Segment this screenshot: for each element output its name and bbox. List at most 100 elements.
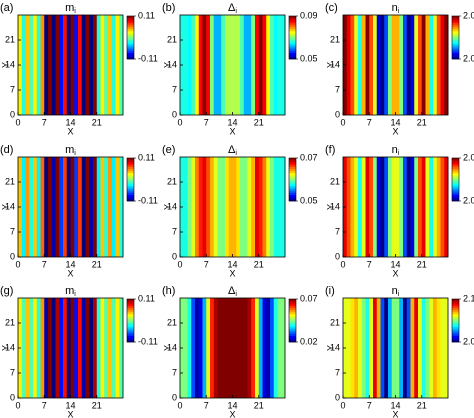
- colorbar-band: [452, 26, 459, 30]
- title-main: Δ: [228, 144, 236, 156]
- colorbar-band: [127, 16, 134, 19]
- y-tick-label: 0: [10, 251, 15, 261]
- y-tick-label: 0: [10, 109, 15, 119]
- colorbar-band: [452, 337, 459, 341]
- colorbar-band: [289, 162, 296, 165]
- heat-cell: [44, 298, 49, 398]
- heat-cell: [262, 15, 267, 115]
- heat-cell: [55, 15, 60, 115]
- colorbar-band: [289, 31, 296, 34]
- heat-cell: [247, 298, 252, 398]
- colorbar-band: [127, 320, 134, 323]
- x-tick-label: 0: [177, 400, 182, 410]
- x-tick-label: 7: [204, 400, 209, 410]
- colorbar-tick-label: 0.07: [300, 293, 318, 303]
- heat-cell: [221, 298, 226, 398]
- heat-cell: [440, 298, 445, 398]
- heat-cell: [210, 15, 215, 115]
- colorbar-band: [127, 48, 134, 51]
- heat-cell: [406, 15, 411, 115]
- colorbar-band: [289, 185, 296, 189]
- colorbar-frame: [126, 15, 135, 60]
- y-tick-label: 21: [167, 34, 177, 44]
- x-tick-label: 14: [390, 117, 400, 127]
- heat-cell: [40, 15, 45, 115]
- x-tick-label: 14: [65, 117, 75, 127]
- y-axis-label: Y: [0, 345, 10, 351]
- colorbar-band: [452, 329, 459, 332]
- y-tick-label: 14: [330, 201, 340, 211]
- colorbar-band: [127, 309, 134, 313]
- colorbar-band: [127, 35, 134, 38]
- x-axis-label: X: [67, 409, 73, 418]
- colorbar-tick-label: 2.10: [463, 293, 474, 303]
- colorbar-band: [127, 170, 134, 174]
- heat-cell: [108, 15, 113, 115]
- heat-cell: [191, 15, 196, 115]
- heat-cell: [373, 15, 378, 115]
- heat-cell: [96, 15, 101, 115]
- colorbar-band: [289, 177, 296, 180]
- colorbar-band: [452, 190, 459, 193]
- heat-cell: [258, 157, 263, 257]
- heat-cell: [236, 15, 241, 115]
- heat-cell: [44, 157, 49, 257]
- colorbar-band: [289, 170, 296, 174]
- heat-cell: [29, 157, 34, 257]
- panel-label: (b): [162, 2, 175, 14]
- heat-cell: [414, 157, 419, 257]
- heat-cell: [395, 157, 400, 257]
- colorbar-band: [452, 22, 459, 25]
- colorbar-frame: [288, 157, 297, 202]
- heat-cell: [376, 298, 381, 398]
- y-tick-label: 7: [10, 226, 15, 236]
- colorbar-band: [289, 339, 296, 343]
- heat-cell: [384, 157, 389, 257]
- colorbar-band: [127, 194, 134, 197]
- heat-cell: [40, 157, 45, 257]
- colorbar-band: [452, 56, 459, 60]
- x-tick-label: 7: [42, 400, 47, 410]
- x-tick-label: 21: [254, 259, 264, 269]
- colorbar-band: [289, 198, 296, 202]
- heat-cell: [266, 298, 271, 398]
- colorbar-band: [289, 35, 296, 38]
- colorbar-band: [127, 166, 134, 170]
- panel: 0 7 14 21 0 7 14 21 X Y (c) ni 2.04 2.09: [325, 2, 474, 136]
- heat-cell: [29, 15, 34, 115]
- x-tick-label: 21: [417, 400, 427, 410]
- colorbar-band: [289, 160, 296, 163]
- y-tick-label: 0: [10, 392, 15, 402]
- heat-cell: [225, 298, 230, 398]
- title-main: n: [392, 2, 398, 14]
- colorbar-band: [452, 322, 459, 326]
- colorbar-frame: [451, 298, 460, 343]
- heat-cell: [346, 298, 351, 398]
- colorbar-band: [127, 314, 134, 317]
- heat-cell: [78, 157, 83, 257]
- colorbar-band: [289, 20, 296, 23]
- heat-cell: [421, 298, 426, 398]
- heat-cell: [436, 15, 441, 115]
- heat-cell: [206, 15, 211, 115]
- heat-cell: [376, 157, 381, 257]
- heat-cell: [228, 298, 233, 398]
- heat-cell: [266, 157, 271, 257]
- heat-cell: [111, 298, 116, 398]
- panel-label: (i): [325, 285, 335, 297]
- colorbar-band: [127, 196, 134, 200]
- colorbar-band: [127, 307, 134, 311]
- panel: 0 7 14 21 0 7 14 21 X Y (i) ni 2.00 2.10: [325, 285, 474, 418]
- heat-cell: [243, 15, 248, 115]
- colorbar-tick-label: 0.09: [300, 10, 318, 20]
- colorbar-band: [289, 56, 296, 60]
- panel-label: (h): [162, 285, 175, 297]
- y-tick-label: 0: [335, 109, 340, 119]
- heat-cell: [198, 298, 203, 398]
- x-axis-label: X: [67, 268, 73, 278]
- heat-cell: [89, 15, 94, 115]
- colorbar-tick-label: 0.11: [138, 10, 155, 20]
- colorbar-band: [452, 307, 459, 311]
- heat-cell: [346, 157, 351, 257]
